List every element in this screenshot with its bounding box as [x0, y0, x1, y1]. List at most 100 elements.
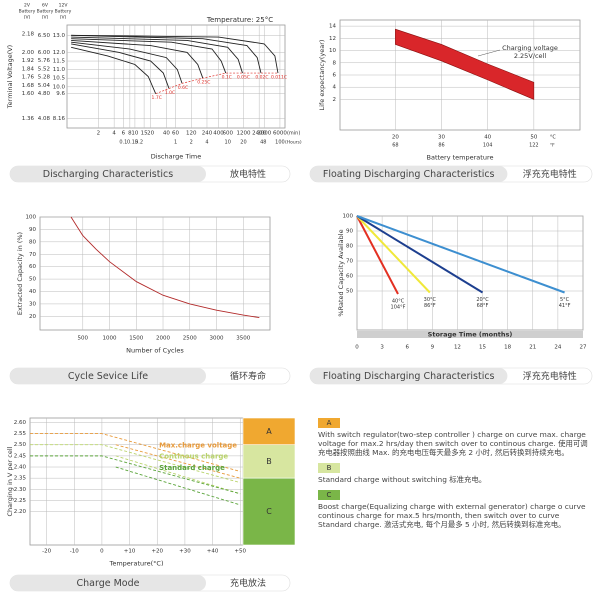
y-tick-label: 100 [343, 214, 354, 220]
y-tick-label: 80 [346, 244, 353, 250]
series-line [356, 215, 399, 295]
note-tag: A [318, 418, 340, 428]
x2-tick-label: 100 [275, 140, 285, 146]
x-tick-label: 18 [504, 345, 511, 351]
caption-grey [310, 368, 508, 384]
series-label-f: 41°F [559, 303, 571, 309]
y-tick-label: 90 [29, 227, 36, 233]
x-tick-label: 27 [580, 345, 587, 351]
curve-label: 0.011C [271, 75, 287, 81]
x-tick-label: 240 [202, 131, 213, 137]
series-label: Continous charge [159, 453, 228, 461]
x-tick-label: 20 [147, 131, 154, 137]
y-tick-label: 70 [346, 259, 353, 265]
y-tick-label: 2.55 [14, 431, 27, 437]
series-line [71, 43, 170, 89]
y-column-header: (V) [42, 15, 49, 21]
note-tag: B [318, 463, 340, 473]
x-tick-label: 3000 [257, 131, 271, 137]
y-tick-label: 50 [346, 289, 353, 295]
caption-grey [310, 166, 508, 182]
x-tick-label: 24 [554, 345, 561, 351]
series-line [30, 455, 241, 495]
curve-label: 0.05C [237, 75, 250, 81]
x2-tick-label: 104 [483, 143, 493, 149]
x-axis-label: Number of Cycles [126, 347, 184, 355]
curve-label: 1.7C [152, 95, 162, 101]
x-tick-label: +20 [151, 549, 163, 555]
x-tick-label: 2000 [156, 336, 170, 342]
caption: Cycle Sevice Life [68, 371, 148, 382]
curve-label: 0.02C [255, 75, 268, 81]
y-tick-label: 2.50 [14, 442, 27, 448]
series-label-f: 86°F [424, 303, 436, 309]
x2-tick-label: 4 [205, 140, 208, 146]
y-tick-label: 12 [329, 36, 336, 42]
y-axis-label: Charging in V per cell [6, 446, 14, 516]
x2-tick-label: 20 [240, 140, 246, 146]
y-tick-label: 12.0 [53, 50, 66, 56]
note-text: Boost charge(Equalizing charge with exte… [318, 502, 586, 529]
note-tag: C [318, 490, 340, 500]
y-column-header: Battery [37, 9, 54, 15]
zone [242, 444, 296, 479]
y-tick-label: 6.50 [38, 33, 51, 39]
y-tick-label: 30 [29, 301, 36, 307]
note: C Boost charge(Equalizing charge with ext… [318, 490, 594, 529]
x2-tick-label: 0.1 [119, 140, 127, 146]
y-column-header: Battery [55, 9, 72, 15]
y-tick-label: 11.5 [53, 59, 66, 65]
x-axis-label: Battery temperature [427, 154, 494, 162]
note-text: Standard charge without switching 标准充电。 [318, 475, 487, 484]
x-tick-label: +30 [179, 549, 191, 555]
y-axis-label: Extracted Capacity in (%) [16, 232, 24, 315]
y-column-header: Battery [19, 9, 36, 15]
x-tick-label: 3500 [236, 336, 250, 342]
y-tick-label: 10 [329, 48, 336, 54]
x-tick-label: 2 [97, 131, 101, 137]
x-tick-label: 3 [380, 345, 384, 351]
x-axis-label: Temperature(°C) [108, 560, 163, 568]
series-line [30, 444, 241, 484]
caption-grey [10, 166, 206, 182]
x-tick-label: 6 [405, 345, 409, 351]
series-line [71, 36, 243, 74]
y-column-header: 6V [42, 3, 49, 9]
y-axis-label: %Rated Capacity Available [337, 229, 345, 316]
y-tick-label: 5.76 [38, 58, 51, 64]
caption-zh: 放电特性 [230, 168, 266, 180]
x2-tick-label: 0.2 [135, 140, 143, 146]
series-line [71, 34, 262, 74]
curve-label: 0.6C [178, 85, 188, 91]
x-tick-label: +40 [207, 549, 219, 555]
y-tick-label: 4 [333, 85, 337, 91]
series-label-f: 104°F [391, 305, 406, 311]
x2-tick-label: 2 [190, 140, 193, 146]
x-tick-label: 40 [163, 131, 170, 137]
x-tick-label: +50 [234, 549, 246, 555]
y-tick-label: 1.84 [22, 66, 35, 72]
series-line [356, 215, 431, 294]
x-tick-label: 2500 [183, 336, 197, 342]
y-tick-label: 90 [346, 229, 353, 235]
caption-grey [10, 575, 206, 591]
series-label: Max.charge voltage [159, 442, 237, 450]
y-tick-label: 10.0 [53, 84, 66, 90]
series-label: Standard charge [159, 464, 225, 472]
y-tick-label: 10.5 [53, 76, 66, 82]
series-line [356, 215, 484, 294]
y-tick-label: 8.16 [53, 116, 66, 122]
y-axis-label: Terminal Voltage(V) [6, 45, 14, 109]
y-tick-label: 20 [29, 314, 36, 320]
y-tick-label: 80 [29, 239, 36, 245]
x-axis-label: Storage Time (months) [428, 331, 513, 339]
x-tick-label: 3000 [210, 336, 224, 342]
y-tick-label: 1.76 [22, 75, 35, 81]
series-line [30, 433, 241, 472]
plot-area [29, 417, 244, 546]
chart-title: Temperature: 25°C [206, 16, 273, 24]
y-tick-label: 2.30 [14, 487, 27, 493]
x-unit: (min) [287, 131, 300, 137]
series-line [71, 41, 183, 84]
